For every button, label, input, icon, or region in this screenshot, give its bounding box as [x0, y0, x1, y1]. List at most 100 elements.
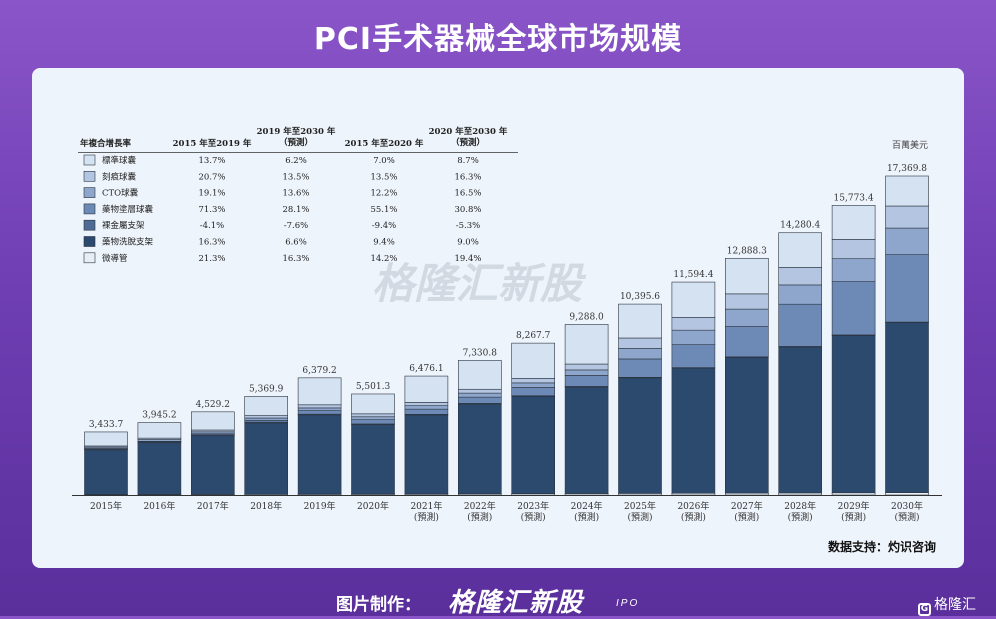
- corner-logo-text: 格隆汇: [934, 597, 976, 613]
- bar-segment: [779, 493, 822, 495]
- legend-swatch: [84, 253, 95, 263]
- x-tick-label: (預測): [414, 511, 439, 523]
- page-title: PCI手术器械全球市场规模: [0, 14, 996, 58]
- cagr-value: 13.5%: [370, 172, 397, 182]
- bar-total-label: 4,529.2: [196, 400, 230, 410]
- x-tick-label: 2022年: [464, 500, 496, 512]
- legend-swatch: [84, 171, 95, 181]
- bar-segment: [458, 393, 501, 397]
- bar-segment: [85, 432, 128, 446]
- bar-segment: [138, 423, 181, 439]
- cagr-header: 2019 年至2030 年: [257, 126, 336, 137]
- bar-total-label: 5,501.3: [356, 382, 391, 392]
- bar-segment: [619, 304, 662, 338]
- x-tick-label: (預測): [681, 511, 706, 523]
- bar-segment: [298, 415, 341, 494]
- bar-segment: [672, 368, 715, 493]
- bar-segment: [191, 412, 234, 430]
- x-tick-label: 2017年: [197, 500, 229, 512]
- bar-segment: [779, 304, 822, 346]
- x-tick-label: 2023年: [517, 500, 549, 512]
- legend-swatch: [84, 204, 95, 214]
- cagr-value: 9.4%: [373, 238, 395, 248]
- x-tick-label: (預測): [467, 511, 492, 523]
- bar-segment: [886, 323, 929, 493]
- cagr-header: 2015 年至2020 年: [345, 138, 424, 149]
- cagr-value: 19.1%: [198, 189, 225, 199]
- bar-segment: [298, 411, 341, 414]
- legend-label: 微導管: [102, 253, 128, 264]
- bar-segment: [832, 239, 875, 258]
- x-tick-label: 2016年: [143, 500, 175, 512]
- bar-segment: [619, 338, 662, 348]
- bar-segment: [672, 282, 715, 317]
- cagr-value: 20.7%: [198, 172, 225, 182]
- bar-segment: [352, 414, 395, 417]
- bar-segment: [191, 436, 234, 495]
- bar-segment: [832, 335, 875, 492]
- bar-segment: [886, 176, 929, 206]
- bar-segment: [886, 255, 929, 322]
- cagr-value: 71.3%: [198, 205, 225, 215]
- cagr-header: 年複合增長率: [80, 138, 132, 149]
- bar-segment: [832, 493, 875, 495]
- bar-segment: [672, 317, 715, 330]
- x-tick-label: 2028年: [784, 500, 816, 512]
- bar-segment: [298, 378, 341, 405]
- bar-total-label: 17,369.8: [887, 164, 927, 174]
- cagr-value: 6.2%: [285, 156, 307, 166]
- bar-segment: [245, 396, 288, 415]
- bar-segment: [458, 389, 501, 393]
- x-tick-label: 2018年: [250, 500, 282, 512]
- cagr-value: 13.6%: [282, 189, 309, 199]
- bar-segment: [405, 409, 448, 414]
- footer-label: 图片制作：: [336, 590, 421, 615]
- bar-segment: [352, 417, 395, 420]
- footer-ipo-text: IPO: [616, 598, 639, 609]
- bar-total-label: 15,773.4: [834, 193, 874, 203]
- bar-segment: [725, 357, 768, 493]
- bar-total-label: 14,280.4: [780, 221, 820, 231]
- cagr-value: 30.8%: [454, 205, 481, 215]
- bar-segment: [245, 416, 288, 418]
- cagr-value: 28.1%: [282, 205, 309, 215]
- bar-segment: [458, 360, 501, 389]
- bar-segment: [352, 420, 395, 424]
- bar-segment: [779, 347, 822, 493]
- bar-segment: [779, 233, 822, 268]
- bar-total-label: 6,379.2: [302, 366, 336, 376]
- bar-segment: [832, 259, 875, 282]
- bar-total-label: 3,945.2: [142, 411, 176, 421]
- x-tick-label: 2020年: [357, 500, 389, 512]
- x-tick-label: (預測): [627, 511, 652, 523]
- x-tick-label: (預測): [894, 511, 919, 523]
- cagr-value: -7.6%: [284, 221, 308, 231]
- bar-total-label: 8,267.7: [516, 331, 551, 341]
- cagr-value: 13.5%: [282, 172, 309, 182]
- bar-segment: [512, 387, 555, 395]
- bar-segment: [779, 285, 822, 304]
- bar-total-label: 10,395.6: [620, 292, 660, 302]
- bar-segment: [138, 443, 181, 495]
- bar-segment: [619, 359, 662, 377]
- cagr-header: （預測）: [451, 137, 485, 148]
- source-note: 数据支持：灼识咨询: [828, 539, 936, 554]
- bar-segment: [85, 450, 128, 495]
- bar-segment: [619, 378, 662, 494]
- bar-segment: [886, 493, 929, 495]
- bar-segment: [619, 348, 662, 359]
- cagr-header: 2020 年至2030 年: [429, 126, 508, 137]
- bar-segment: [832, 282, 875, 335]
- bar-total-label: 9,288.0: [569, 312, 604, 322]
- bar-segment: [458, 397, 501, 403]
- x-tick-label: (預測): [841, 511, 866, 523]
- cagr-value: 13.7%: [198, 156, 225, 166]
- bar-segment: [886, 228, 929, 255]
- cagr-value: -5.3%: [456, 221, 480, 231]
- bar-total-label: 5,369.9: [249, 384, 284, 394]
- bar-segment: [405, 402, 448, 405]
- bar-segment: [565, 324, 608, 364]
- cagr-value: 9.0%: [457, 238, 479, 248]
- footer: 图片制作： 格隆汇新股 IPO: [0, 584, 996, 616]
